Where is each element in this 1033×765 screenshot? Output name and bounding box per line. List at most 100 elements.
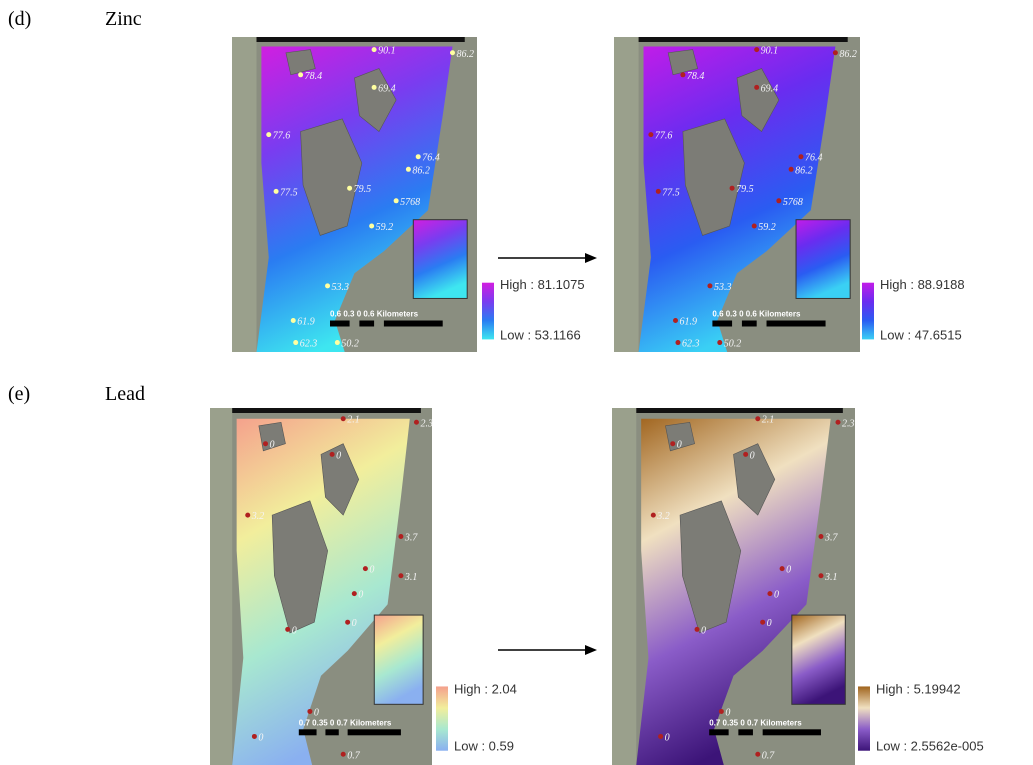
sample-label: 76.4 bbox=[805, 153, 823, 164]
sample-point bbox=[754, 85, 759, 90]
sample-label: 86.2 bbox=[457, 49, 475, 60]
sample-label: 0 bbox=[701, 625, 706, 636]
sample-label: 79.5 bbox=[354, 184, 372, 195]
legend-ramp bbox=[482, 283, 494, 340]
scale-bar bbox=[384, 321, 443, 327]
scale-label: 0.7 0.35 0 0.7 Kilometers bbox=[299, 718, 392, 727]
sample-point bbox=[330, 452, 335, 457]
sample-point bbox=[285, 627, 290, 632]
scale-bar bbox=[359, 321, 374, 327]
legend-high: High : 5.19942 bbox=[876, 682, 961, 697]
sample-point bbox=[755, 752, 760, 757]
figure: (d)Zinc0.6 0.3 0 0.6 Kilometers90.186.27… bbox=[0, 0, 1033, 765]
sample-point bbox=[416, 154, 421, 159]
sample-label: 62.3 bbox=[300, 339, 318, 350]
arrow-head bbox=[585, 645, 597, 655]
sample-label: 50.2 bbox=[341, 339, 359, 350]
sample-label: 77.5 bbox=[662, 187, 680, 198]
sample-point bbox=[347, 186, 352, 191]
sample-point bbox=[754, 47, 759, 52]
top-edge bbox=[257, 37, 465, 42]
sample-label: 0 bbox=[665, 732, 670, 743]
sample-label: 50.2 bbox=[724, 339, 742, 350]
sample-label: 0 bbox=[258, 732, 263, 743]
legend-high: High : 2.04 bbox=[454, 682, 517, 697]
inset-map bbox=[796, 220, 850, 299]
sample-point bbox=[291, 318, 296, 323]
sample-label: 77.6 bbox=[273, 131, 291, 142]
sample-point bbox=[818, 573, 823, 578]
sample-label: 0 bbox=[270, 440, 275, 451]
sample-point bbox=[341, 416, 346, 421]
sample-point bbox=[695, 627, 700, 632]
panel-label: (e) bbox=[8, 383, 30, 405]
sample-point bbox=[274, 189, 279, 194]
scale-label: 0.6 0.3 0 0.6 Kilometers bbox=[330, 310, 419, 319]
sample-label: 3.1 bbox=[404, 572, 418, 583]
land-strip bbox=[614, 37, 639, 352]
sample-point bbox=[776, 198, 781, 203]
sample-point bbox=[363, 566, 368, 571]
sample-label: 0 bbox=[767, 618, 772, 629]
sample-point bbox=[263, 441, 268, 446]
sample-point bbox=[707, 283, 712, 288]
sample-point bbox=[369, 224, 374, 229]
sample-point bbox=[798, 154, 803, 159]
sample-point bbox=[752, 224, 757, 229]
sample-label: 86.2 bbox=[412, 165, 430, 176]
sample-point bbox=[680, 72, 685, 77]
scale-bar bbox=[325, 729, 338, 735]
sample-point bbox=[651, 513, 656, 518]
sample-label: 61.9 bbox=[680, 317, 698, 328]
sample-label: 0 bbox=[358, 590, 363, 601]
sample-label: 53.3 bbox=[714, 282, 732, 293]
scale-bar bbox=[709, 729, 728, 735]
inset-map bbox=[374, 615, 423, 704]
legend-ramp bbox=[436, 686, 448, 750]
sample-label: 77.6 bbox=[655, 131, 673, 142]
sample-point bbox=[293, 340, 298, 345]
sample-label: 59.2 bbox=[376, 222, 394, 233]
sample-label: 0 bbox=[336, 450, 341, 461]
top-edge bbox=[636, 408, 843, 413]
sample-point bbox=[789, 167, 794, 172]
sample-point bbox=[325, 283, 330, 288]
sample-point bbox=[835, 420, 840, 425]
sample-point bbox=[372, 47, 377, 52]
top-edge bbox=[232, 408, 421, 413]
sample-label: 78.4 bbox=[687, 71, 705, 82]
sample-point bbox=[818, 534, 823, 539]
sample-point bbox=[730, 186, 735, 191]
sample-point bbox=[245, 513, 250, 518]
legend-ramp bbox=[858, 686, 870, 750]
top-edge bbox=[639, 37, 848, 42]
scale-bar bbox=[712, 321, 732, 327]
legend-low: Low : 53.1166 bbox=[500, 327, 581, 342]
sample-label: 78.4 bbox=[305, 71, 323, 82]
sample-point bbox=[352, 591, 357, 596]
sample-label: 3.7 bbox=[404, 533, 419, 544]
sample-label: 5768 bbox=[400, 197, 420, 208]
scale-bar bbox=[763, 729, 821, 735]
sample-point bbox=[341, 752, 346, 757]
sample-label: 0 bbox=[786, 565, 791, 576]
sample-label: 0 bbox=[774, 590, 779, 601]
panel-title: Lead bbox=[105, 383, 145, 405]
sample-point bbox=[780, 566, 785, 571]
sample-point bbox=[833, 50, 838, 55]
sample-label: 79.5 bbox=[736, 184, 754, 195]
sample-label: 0 bbox=[750, 450, 755, 461]
sample-point bbox=[345, 620, 350, 625]
scale-bar bbox=[738, 729, 753, 735]
sample-label: 0 bbox=[352, 618, 357, 629]
scale-label: 0.7 0.35 0 0.7 Kilometers bbox=[709, 718, 802, 727]
sample-label: 69.4 bbox=[761, 83, 779, 94]
scale-bar bbox=[330, 321, 350, 327]
sample-point bbox=[670, 441, 675, 446]
sample-point bbox=[450, 50, 455, 55]
sample-label: 2.1 bbox=[762, 415, 775, 426]
inset-map bbox=[792, 615, 845, 704]
legend-ramp bbox=[862, 283, 874, 340]
